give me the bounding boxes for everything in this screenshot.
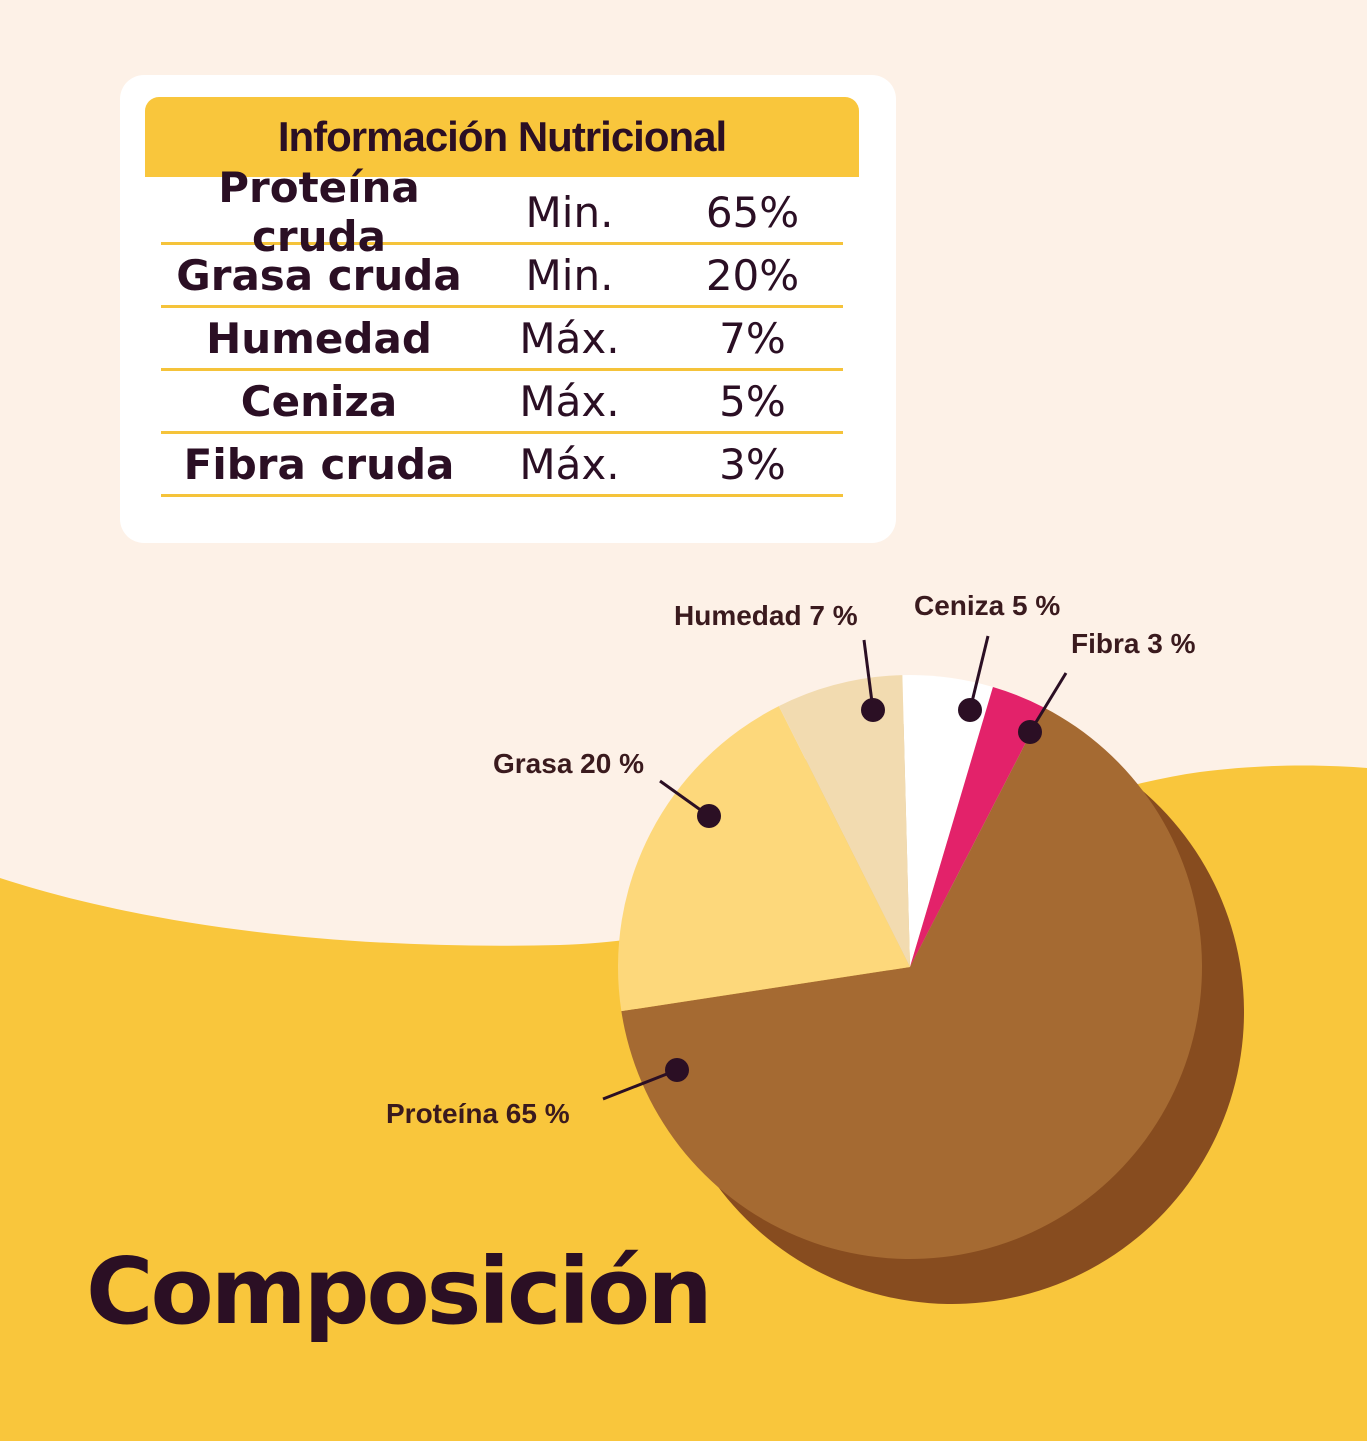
nutrient-limit: Máx. [519,376,620,426]
nutrition-header: Información Nutricional [145,97,859,177]
pie-slice [910,687,1044,967]
nutrition-rows: Proteína cruda Min. 65% Grasa cruda Min.… [161,163,843,497]
pie-slice [618,706,910,1012]
leader-line [968,635,990,711]
nutrition-card: Información Nutricional Proteína cruda M… [120,75,896,543]
nutrition-row: Fibra cruda Máx. 3% [161,434,843,497]
leader-dot [1018,720,1042,744]
nutrient-value: 5% [719,376,786,426]
nutrient-limit: Min. [525,250,614,300]
composition-title: Composición [86,1238,713,1345]
leader-dot [958,698,982,722]
slice-label-fibra: Fibra 3 % [1071,628,1196,659]
nutrient-limit: Máx. [519,439,620,489]
slice-label-humedad: Humedad 7 % [674,600,858,631]
nutrition-row: Grasa cruda Min. 20% [161,245,843,308]
nutrition-title: Información Nutricional [277,113,727,160]
pie-slice [902,674,993,967]
pie-slice [621,707,1202,1259]
slice-label-ceniza: Ceniza 5 % [914,590,1061,621]
nutrient-value: 3% [719,439,786,489]
nutrition-row: Ceniza Máx. 5% [161,371,843,434]
nutrition-row: Humedad Máx. 7% [161,308,843,371]
pie-top-layer [618,674,1202,1259]
slice-label-proteina: Proteína 65 % [386,1098,570,1129]
pie-slice [778,675,910,967]
nutrient-limit: Máx. [519,313,620,363]
nutrient-value: 65% [705,187,800,237]
nutrient-name: Ceniza [240,376,398,426]
leader-line [602,1068,678,1101]
leader-dot [861,698,885,722]
nutrient-name: Humedad [206,313,432,363]
nutrient-name: Grasa cruda [176,250,462,300]
nutrient-name: Proteína cruda [218,163,420,261]
slice-label-grasa: Grasa 20 % [493,748,644,779]
nutrient-limit: Min. [525,187,614,237]
pie-leader-layer [602,635,1068,1101]
leader-dot [665,1058,689,1082]
nutrient-value: 20% [705,250,800,300]
nutrient-value: 7% [719,313,786,363]
nutrient-name: Fibra cruda [183,439,455,489]
leader-dot [697,804,721,828]
nutrition-row: Proteína cruda Min. 65% [161,163,843,261]
